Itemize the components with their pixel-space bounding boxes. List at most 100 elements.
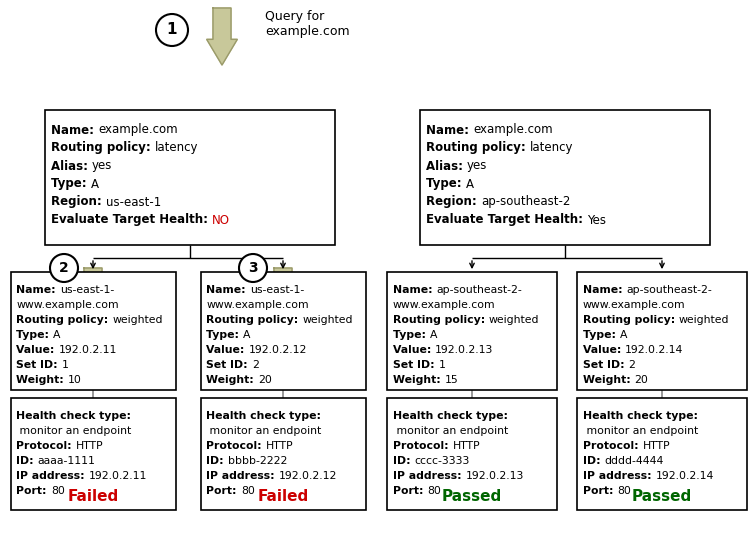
- Text: HTTP: HTTP: [76, 441, 104, 451]
- Text: ID:: ID:: [583, 456, 604, 466]
- Text: monitor an endpoint: monitor an endpoint: [206, 426, 322, 436]
- Text: Failed: Failed: [67, 489, 119, 504]
- Text: latency: latency: [530, 141, 573, 155]
- Text: 192.0.2.12: 192.0.2.12: [249, 345, 307, 355]
- Text: Routing policy:: Routing policy:: [393, 315, 489, 325]
- Bar: [420, 110, 710, 245]
- Text: weighted: weighted: [679, 315, 730, 325]
- Text: 1: 1: [438, 360, 445, 370]
- Text: www.example.com: www.example.com: [17, 300, 119, 310]
- Text: www.example.com: www.example.com: [206, 300, 309, 310]
- Text: Protocol:: Protocol:: [17, 441, 76, 451]
- Text: Routing policy:: Routing policy:: [583, 315, 679, 325]
- Text: Name:: Name:: [426, 123, 473, 136]
- Text: 3: 3: [248, 261, 258, 275]
- Text: aaaa-1111: aaaa-1111: [38, 456, 96, 466]
- Text: example.com: example.com: [473, 123, 553, 136]
- Text: A: A: [620, 330, 627, 340]
- Text: Port:: Port:: [393, 486, 427, 496]
- Text: Name:: Name:: [206, 285, 250, 295]
- Text: Passed: Passed: [442, 489, 502, 504]
- Text: Yes: Yes: [587, 213, 606, 227]
- Text: A: A: [53, 330, 60, 340]
- Text: Region:: Region:: [426, 195, 481, 209]
- Text: A: A: [466, 177, 474, 191]
- Text: Type:: Type:: [206, 330, 243, 340]
- Text: 192.0.2.14: 192.0.2.14: [625, 345, 683, 355]
- Text: 192.0.2.11: 192.0.2.11: [89, 471, 147, 481]
- Text: A: A: [243, 330, 251, 340]
- Text: Port:: Port:: [17, 486, 51, 496]
- Text: latency: latency: [155, 141, 198, 155]
- Text: 192.0.2.11: 192.0.2.11: [59, 345, 117, 355]
- Text: ap-southeast-2-: ap-southeast-2-: [436, 285, 522, 295]
- Text: monitor an endpoint: monitor an endpoint: [583, 426, 699, 436]
- Text: Type:: Type:: [426, 177, 466, 191]
- Text: Health check type:: Health check type:: [17, 411, 132, 421]
- Text: Name:: Name:: [393, 285, 436, 295]
- Bar: [45, 110, 335, 245]
- Text: Name:: Name:: [583, 285, 627, 295]
- Text: Evaluate Target Health:: Evaluate Target Health:: [426, 213, 587, 227]
- Text: NO: NO: [212, 213, 230, 227]
- Text: 80: 80: [240, 486, 255, 496]
- Text: 20: 20: [258, 375, 272, 385]
- Bar: [11, 272, 175, 390]
- Text: Protocol:: Protocol:: [393, 441, 452, 451]
- Text: yes: yes: [92, 159, 113, 173]
- Text: Type:: Type:: [583, 330, 620, 340]
- Text: A: A: [429, 330, 437, 340]
- Text: 1: 1: [62, 360, 69, 370]
- Text: example.com: example.com: [98, 123, 178, 136]
- Text: us-east-1-: us-east-1-: [60, 285, 114, 295]
- Text: Routing policy:: Routing policy:: [17, 315, 113, 325]
- Text: Name:: Name:: [17, 285, 60, 295]
- Text: 80: 80: [51, 486, 64, 496]
- Text: Alias:: Alias:: [51, 159, 92, 173]
- Text: weighted: weighted: [302, 315, 353, 325]
- Text: 80: 80: [617, 486, 631, 496]
- Text: 80: 80: [427, 486, 441, 496]
- Text: Set ID:: Set ID:: [206, 360, 252, 370]
- Text: 2: 2: [628, 360, 635, 370]
- Text: Alias:: Alias:: [426, 159, 467, 173]
- Text: cccc-3333: cccc-3333: [414, 456, 469, 466]
- Text: Set ID:: Set ID:: [17, 360, 62, 370]
- Text: 192.0.2.13: 192.0.2.13: [466, 471, 524, 481]
- Text: Value:: Value:: [206, 345, 249, 355]
- Text: HTTP: HTTP: [266, 441, 293, 451]
- Text: 192.0.2.14: 192.0.2.14: [655, 471, 714, 481]
- Text: Value:: Value:: [17, 345, 59, 355]
- Text: Health check type:: Health check type:: [393, 411, 508, 421]
- Text: ap-southeast-2-: ap-southeast-2-: [627, 285, 712, 295]
- Text: ap-southeast-2: ap-southeast-2: [481, 195, 570, 209]
- Circle shape: [239, 254, 267, 282]
- Text: IP address:: IP address:: [583, 471, 655, 481]
- Bar: [11, 398, 175, 510]
- Text: weighted: weighted: [113, 315, 163, 325]
- Text: Protocol:: Protocol:: [206, 441, 266, 451]
- Text: Routing policy:: Routing policy:: [51, 141, 155, 155]
- Polygon shape: [78, 268, 108, 320]
- Text: Weight:: Weight:: [393, 375, 445, 385]
- Text: Protocol:: Protocol:: [583, 441, 643, 451]
- Text: bbbb-2222: bbbb-2222: [228, 456, 287, 466]
- Bar: [200, 272, 365, 390]
- Text: Type:: Type:: [17, 330, 53, 340]
- Text: 10: 10: [68, 375, 82, 385]
- Circle shape: [50, 254, 78, 282]
- Bar: [577, 398, 747, 510]
- Text: Passed: Passed: [632, 489, 692, 504]
- Bar: [200, 398, 365, 510]
- Circle shape: [156, 14, 188, 46]
- Text: 2: 2: [59, 261, 69, 275]
- Text: 15: 15: [445, 375, 458, 385]
- Text: yes: yes: [467, 159, 488, 173]
- Text: Query for
example.com: Query for example.com: [265, 10, 349, 38]
- Text: Health check type:: Health check type:: [206, 411, 321, 421]
- Text: IP address:: IP address:: [17, 471, 89, 481]
- Text: Failed: Failed: [257, 489, 308, 504]
- Text: ID:: ID:: [393, 456, 414, 466]
- Bar: [387, 272, 557, 390]
- Polygon shape: [206, 8, 237, 65]
